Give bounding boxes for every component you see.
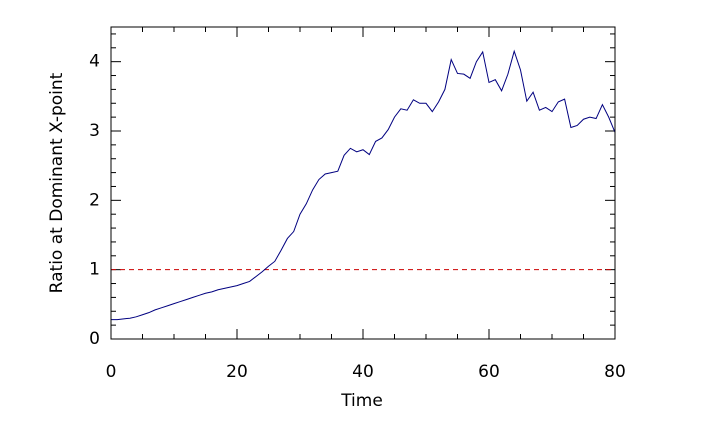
y-tick-label: 3 xyxy=(89,121,100,141)
y-axis-label: Ratio at Dominant X-point xyxy=(47,72,67,293)
y-tick-label: 2 xyxy=(89,190,100,210)
x-tick-label: 40 xyxy=(352,362,374,382)
y-tick-label: 1 xyxy=(89,260,100,280)
y-tick-label: 0 xyxy=(89,329,100,349)
x-tick-label: 0 xyxy=(106,362,117,382)
data-line xyxy=(111,49,616,321)
x-tick-label: 20 xyxy=(226,362,248,382)
x-tick-label: 80 xyxy=(604,362,626,382)
x-tick-label: 60 xyxy=(478,362,500,382)
y-tick-label: 4 xyxy=(89,52,100,72)
x-axis-label: Time xyxy=(340,391,383,411)
plot-frame xyxy=(110,26,616,340)
